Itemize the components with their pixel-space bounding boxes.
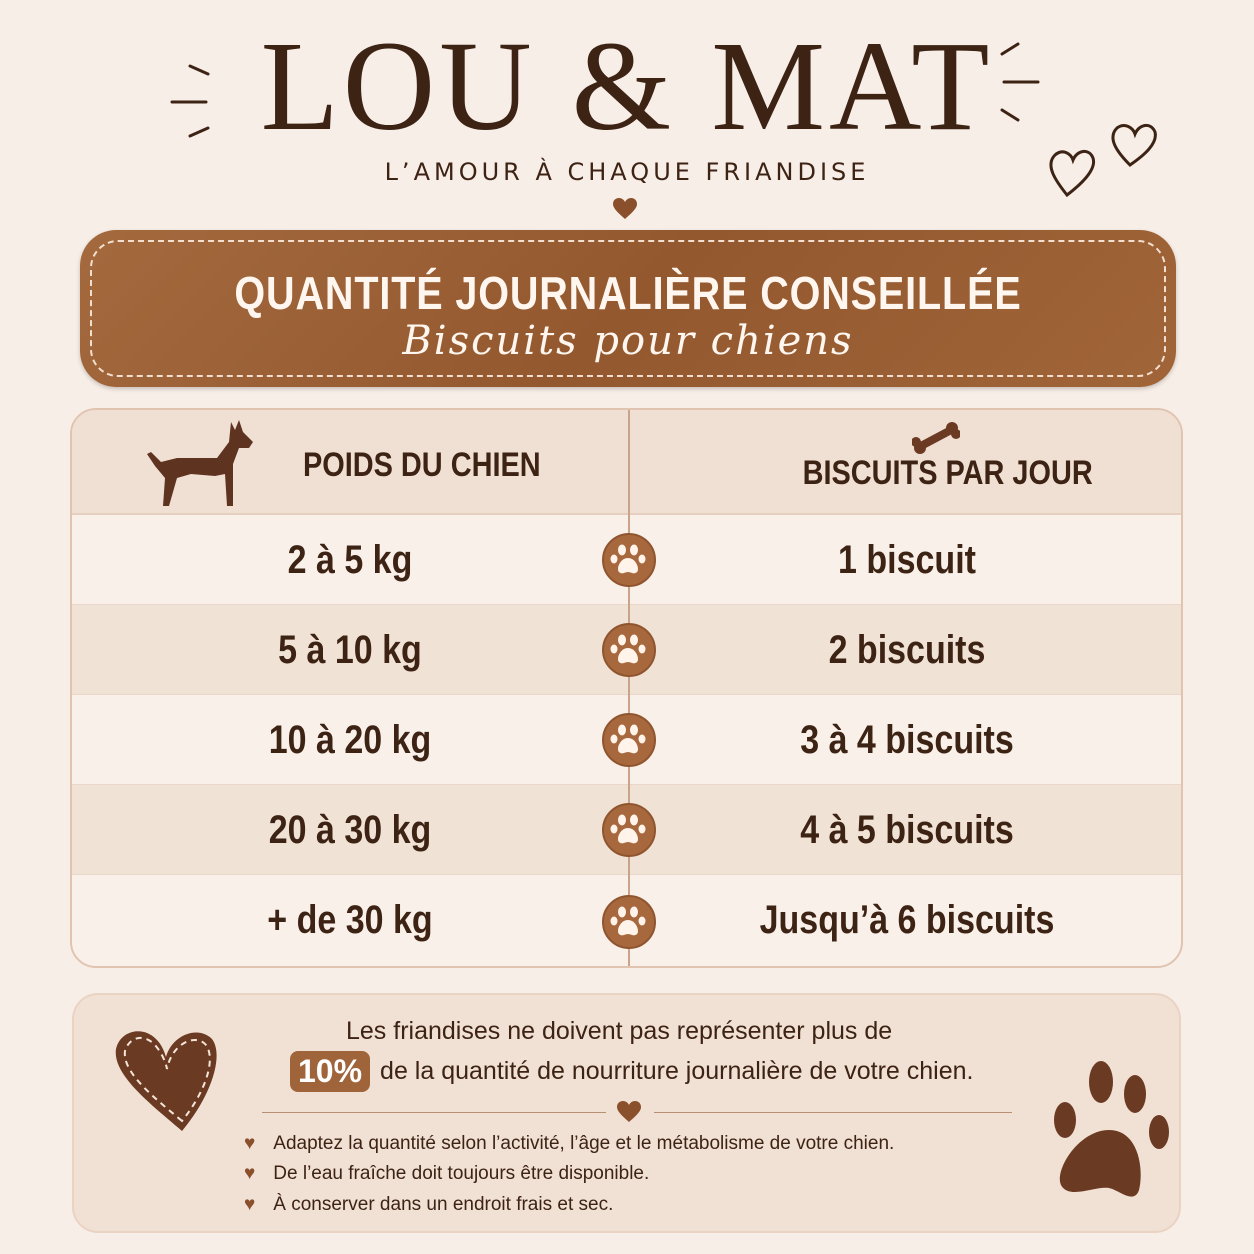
bullet-text: De l’eau fraîche doit toujours être disp… — [273, 1163, 650, 1184]
bullet-item: ♥ À conserver dans un endroit frais et se… — [244, 1194, 613, 1216]
heart-bullet-icon: ♥ — [244, 1194, 256, 1215]
bullet-text: À conserver dans un endroit frais et sec… — [273, 1194, 614, 1215]
weight-cell: 2 à 5 kg — [287, 538, 413, 582]
table-row: 20 à 30 kg 4 à 5 biscuits — [72, 785, 1181, 875]
tagline: L’AMOUR À CHAQUE FRIANDISE — [384, 158, 870, 186]
divider-right — [654, 1112, 1012, 1113]
paw-icon — [602, 713, 656, 767]
table-row: 2 à 5 kg 1 biscuit — [72, 515, 1181, 605]
table-row: 10 à 20 kg 3 à 4 biscuits — [72, 695, 1181, 785]
heart-icon — [617, 1101, 641, 1122]
paw-icon — [602, 623, 656, 677]
biscuits-cell: 3 à 4 biscuits — [800, 718, 1014, 762]
bullet-item: ♥ De l’eau fraîche doit toujours être dis… — [244, 1163, 649, 1185]
biscuits-cell: 4 à 5 biscuits — [800, 808, 1014, 852]
note-line-2: 10% de la quantité de nourriture journali… — [290, 1051, 973, 1092]
biscuits-cell: Jusqu’à 6 biscuits — [759, 898, 1055, 942]
brand-logo: LOU & MAT — [260, 15, 994, 157]
divider-left — [262, 1112, 606, 1113]
heart-bullet-icon: ♥ — [244, 1163, 256, 1184]
weight-cell: 20 à 30 kg — [268, 808, 432, 852]
bullet-item: ♥ Adaptez la quantité selon l’activité, l… — [244, 1133, 894, 1155]
percent-badge: 10% — [290, 1051, 371, 1092]
paw-icon — [602, 803, 656, 857]
sparkle-lines-right-icon — [1000, 42, 1040, 122]
paw-icon — [602, 533, 656, 587]
paw-print-icon — [1054, 1061, 1169, 1197]
biscuits-cell: 2 biscuits — [828, 628, 986, 672]
heart-icon — [613, 198, 637, 219]
bullet-text: Adaptez la quantité selon l’activité, l’… — [273, 1133, 895, 1154]
title-banner: QUANTITÉ JOURNALIÈRE CONSEILLÉE Biscuits… — [80, 230, 1176, 387]
header-weight: POIDS DU CHIEN — [302, 446, 541, 484]
weight-cell: 5 à 10 kg — [278, 628, 422, 672]
column-divider — [628, 410, 630, 966]
weight-cell: + de 30 kg — [267, 898, 433, 942]
banner-stitching — [90, 240, 1166, 377]
table-row: + de 30 kg Jusqu’à 6 biscuits — [72, 875, 1181, 966]
note-box: Les friandises ne doivent pas représente… — [72, 993, 1181, 1233]
banner-subtitle: Biscuits pour chiens — [402, 318, 854, 364]
header-biscuits: BISCUITS PAR JOUR — [802, 454, 1093, 492]
sparkle-lines-left-icon — [170, 64, 210, 138]
paw-icon — [602, 895, 656, 949]
note-line-1: Les friandises ne doivent pas représente… — [346, 1017, 893, 1045]
table-header: POIDS DU CHIEN BISCUITS PAR JOUR — [72, 410, 1181, 515]
banner-title: QUANTITÉ JOURNALIÈRE CONSEILLÉE — [234, 267, 1022, 319]
dog-icon — [147, 420, 253, 506]
dosage-table: POIDS DU CHIEN BISCUITS PAR JOUR 2 à 5 k… — [70, 408, 1183, 968]
weight-cell: 10 à 20 kg — [268, 718, 432, 762]
bone-icon — [912, 422, 960, 454]
heart-bullet-icon: ♥ — [244, 1133, 256, 1154]
stitched-heart-icon — [115, 1031, 217, 1131]
biscuits-cell: 1 biscuit — [838, 538, 976, 582]
note-line-2-text: de la quantité de nourriture journalière… — [380, 1057, 974, 1085]
hearts-doodle-icon — [1049, 124, 1157, 198]
